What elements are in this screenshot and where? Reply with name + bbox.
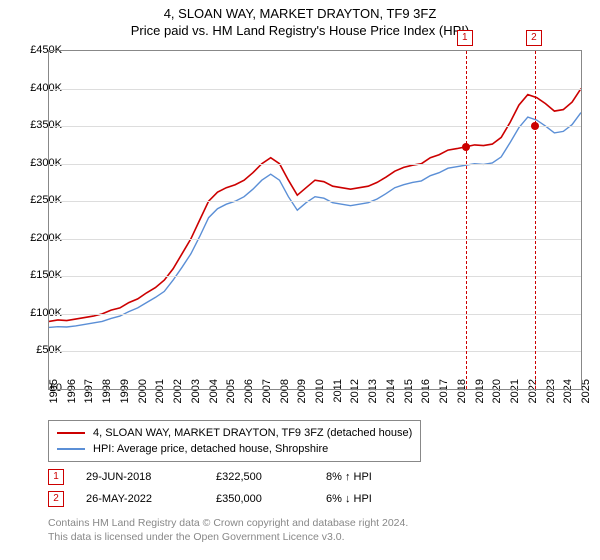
legend-label: HPI: Average price, detached house, Shro… xyxy=(93,443,328,455)
title-subtitle: Price paid vs. HM Land Registry's House … xyxy=(0,23,600,38)
annotation-row: 1 29-JUN-2018£322,5008% ↑ HPI xyxy=(48,466,426,488)
marker-line xyxy=(535,51,536,389)
title-block: 4, SLOAN WAY, MARKET DRAYTON, TF9 3FZ Pr… xyxy=(0,0,600,40)
footer-text: Contains HM Land Registry data © Crown c… xyxy=(48,516,408,544)
legend-label: 4, SLOAN WAY, MARKET DRAYTON, TF9 3FZ (d… xyxy=(93,427,412,439)
marker-dot xyxy=(462,143,470,151)
marker-dot xyxy=(531,122,539,130)
legend-item: HPI: Average price, detached house, Shro… xyxy=(57,441,412,457)
marker-label: 1 xyxy=(457,30,473,46)
legend-swatch xyxy=(57,448,85,450)
annotation-pct: 8% ↑ HPI xyxy=(326,471,426,483)
chart-plot-area xyxy=(48,50,582,390)
annotation-pct: 6% ↓ HPI xyxy=(326,493,426,505)
legend-item: 4, SLOAN WAY, MARKET DRAYTON, TF9 3FZ (d… xyxy=(57,425,412,441)
gridline xyxy=(49,126,581,127)
gridline xyxy=(49,201,581,202)
chart-container: 4, SLOAN WAY, MARKET DRAYTON, TF9 3FZ Pr… xyxy=(0,0,600,560)
legend-swatch xyxy=(57,432,85,434)
gridline xyxy=(49,164,581,165)
annotation-marker: 1 xyxy=(48,469,64,485)
footer-line2: This data is licensed under the Open Gov… xyxy=(48,530,408,544)
legend: 4, SLOAN WAY, MARKET DRAYTON, TF9 3FZ (d… xyxy=(48,420,421,462)
gridline xyxy=(49,239,581,240)
annotation-row: 2 26-MAY-2022£350,0006% ↓ HPI xyxy=(48,488,426,510)
annotation-marker: 2 xyxy=(48,491,64,507)
series-line-hpi xyxy=(49,113,581,328)
annotation-date: 29-JUN-2018 xyxy=(86,471,216,483)
marker-label: 2 xyxy=(526,30,542,46)
annotation-price: £322,500 xyxy=(216,471,326,483)
annotation-table: 1 29-JUN-2018£322,5008% ↑ HPI 2 26-MAY-2022… xyxy=(48,466,426,510)
annotation-date: 26-MAY-2022 xyxy=(86,493,216,505)
series-line-property xyxy=(49,89,581,322)
marker-line xyxy=(466,51,467,389)
chart-lines xyxy=(49,51,581,389)
title-address: 4, SLOAN WAY, MARKET DRAYTON, TF9 3FZ xyxy=(0,6,600,21)
gridline xyxy=(49,276,581,277)
gridline xyxy=(49,89,581,90)
annotation-price: £350,000 xyxy=(216,493,326,505)
gridline xyxy=(49,314,581,315)
footer-line1: Contains HM Land Registry data © Crown c… xyxy=(48,516,408,530)
gridline xyxy=(49,351,581,352)
